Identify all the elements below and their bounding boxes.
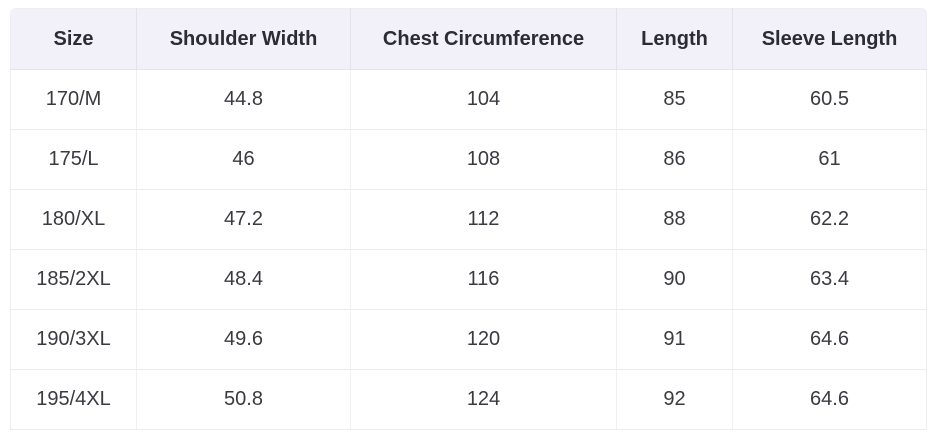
column-header-length: Length <box>617 8 733 70</box>
table-row: 190/3XL 49.6 120 91 64.6 <box>10 310 927 370</box>
cell-chest: 120 <box>351 310 617 370</box>
header-row: Size Shoulder Width Chest Circumference … <box>10 8 927 70</box>
cell-size: 170/M <box>10 70 137 130</box>
column-header-sleeve-length: Sleeve Length <box>733 8 927 70</box>
cell-length: 91 <box>617 310 733 370</box>
cell-size: 185/2XL <box>10 250 137 310</box>
cell-chest: 104 <box>351 70 617 130</box>
cell-length: 86 <box>617 130 733 190</box>
cell-size: 195/4XL <box>10 370 137 430</box>
cell-length: 92 <box>617 370 733 430</box>
cell-shoulder: 49.6 <box>137 310 351 370</box>
cell-shoulder: 50.8 <box>137 370 351 430</box>
table-row: 185/2XL 48.4 116 90 63.4 <box>10 250 927 310</box>
cell-chest: 116 <box>351 250 617 310</box>
table-row: 175/L 46 108 86 61 <box>10 130 927 190</box>
cell-shoulder: 46 <box>137 130 351 190</box>
cell-chest: 124 <box>351 370 617 430</box>
cell-size: 175/L <box>10 130 137 190</box>
table-row: 195/4XL 50.8 124 92 64.6 <box>10 370 927 430</box>
cell-sleeve-length: 64.6 <box>733 310 927 370</box>
table-row: 170/M 44.8 104 85 60.5 <box>10 70 927 130</box>
cell-sleeve-length: 61 <box>733 130 927 190</box>
cell-shoulder: 47.2 <box>137 190 351 250</box>
cell-length: 90 <box>617 250 733 310</box>
table-body: 170/M 44.8 104 85 60.5 175/L 46 108 86 6… <box>10 70 927 430</box>
size-chart-table: Size Shoulder Width Chest Circumference … <box>10 8 927 430</box>
column-header-chest-circumference: Chest Circumference <box>351 8 617 70</box>
cell-chest: 112 <box>351 190 617 250</box>
table-row: 180/XL 47.2 112 88 62.2 <box>10 190 927 250</box>
cell-chest: 108 <box>351 130 617 190</box>
cell-sleeve-length: 64.6 <box>733 370 927 430</box>
cell-size: 190/3XL <box>10 310 137 370</box>
cell-length: 85 <box>617 70 733 130</box>
cell-sleeve-length: 60.5 <box>733 70 927 130</box>
cell-sleeve-length: 62.2 <box>733 190 927 250</box>
table-header: Size Shoulder Width Chest Circumference … <box>10 8 927 70</box>
column-header-shoulder-width: Shoulder Width <box>137 8 351 70</box>
cell-shoulder: 44.8 <box>137 70 351 130</box>
cell-size: 180/XL <box>10 190 137 250</box>
cell-length: 88 <box>617 190 733 250</box>
column-header-size: Size <box>10 8 137 70</box>
cell-shoulder: 48.4 <box>137 250 351 310</box>
cell-sleeve-length: 63.4 <box>733 250 927 310</box>
